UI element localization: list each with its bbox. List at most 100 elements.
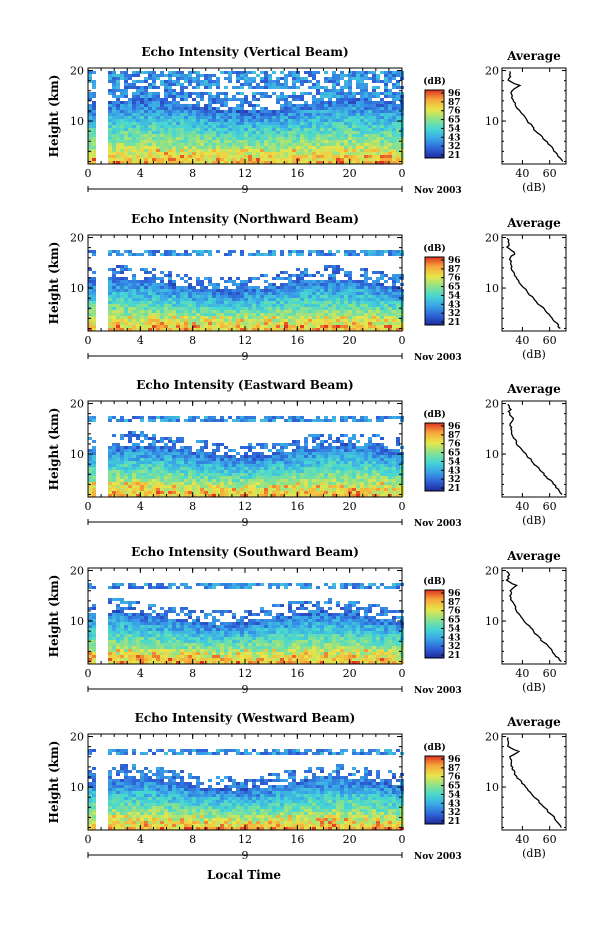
colorbar-tick-label: 43 (448, 799, 461, 809)
x-tick-label: 0 (85, 334, 92, 347)
colorbar-tick-label: 32 (448, 808, 461, 818)
avg-profile-line (505, 570, 562, 662)
avg-profile-line (505, 237, 561, 330)
x-axis-label: Local Time (207, 868, 281, 882)
avg-x-tick-label: 40 (515, 334, 529, 347)
avg-title: Average (506, 549, 561, 563)
colorbar (424, 256, 445, 326)
avg-y-tick-label: 10 (485, 615, 499, 628)
x-tick-label: 8 (189, 334, 196, 347)
colorbar-tick-label: 87 (448, 598, 461, 608)
day-label: 9 (242, 183, 249, 196)
avg-y-tick-label: 10 (485, 282, 499, 295)
avg-y-tick-label: 10 (485, 448, 499, 461)
avg-x-tick-label: 60 (543, 667, 557, 680)
x-tick-label: 8 (189, 167, 196, 180)
avg-profile-line (506, 737, 562, 828)
x-tick-label: 8 (189, 500, 196, 513)
x-tick-label: 16 (290, 833, 304, 846)
x-tick-label: 0 (399, 500, 406, 513)
colorbar-tick-label: 87 (448, 431, 461, 441)
avg-frame (501, 400, 567, 498)
y-tick-label: 10 (70, 781, 84, 794)
x-tick-label: 20 (343, 334, 357, 347)
heatmap-cells (88, 250, 404, 331)
avg-title: Average (506, 715, 561, 729)
colorbar-tick-label: 54 (448, 624, 461, 634)
avg-y-tick-label: 10 (485, 781, 499, 794)
x-tick-label: 8 (189, 667, 196, 680)
avg-x-tick-label: 40 (515, 500, 529, 513)
colorbar-tick-label: 21 (448, 318, 461, 328)
avg-y-tick-label: 20 (485, 565, 499, 578)
x-tick-label: 0 (85, 833, 92, 846)
y-tick-label: 20 (70, 398, 84, 411)
colorbar-tick-label: 76 (448, 773, 461, 783)
x-tick-label: 0 (399, 833, 406, 846)
colorbar-tick-label: 87 (448, 265, 461, 275)
colorbar (424, 89, 445, 159)
colorbar (424, 422, 445, 492)
colorbar-tick-label: 54 (448, 457, 461, 467)
colorbar-tick-label: 43 (448, 466, 461, 476)
y-axis-label: Height (km) (47, 575, 61, 658)
colorbar-tick-label: 96 (448, 422, 461, 432)
y-tick-label: 10 (70, 115, 84, 128)
x-tick-label: 4 (137, 833, 144, 846)
colorbar-tick-label: 21 (448, 484, 461, 494)
y-tick-label: 10 (70, 448, 84, 461)
day-label: 9 (242, 683, 249, 696)
panel-title: Echo Intensity (Eastward Beam) (136, 378, 353, 392)
avg-y-tick-label: 20 (485, 232, 499, 245)
avg-x-tick-label: 40 (515, 667, 529, 680)
avg-y-tick-label: 20 (485, 398, 499, 411)
x-tick-label: 0 (85, 667, 92, 680)
avg-title: Average (506, 382, 561, 396)
colorbar-unit: (dB) (423, 243, 445, 254)
colorbar-tick-label: 65 (448, 449, 461, 459)
x-tick-label: 12 (238, 833, 252, 846)
y-tick-label: 10 (70, 615, 84, 628)
x-tick-label: 20 (343, 167, 357, 180)
avg-x-label: (dB) (522, 847, 546, 860)
colorbar-unit: (dB) (423, 409, 445, 420)
day-label: 9 (242, 849, 249, 862)
colorbar-tick-label: 76 (448, 107, 461, 117)
colorbar-tick-label: 76 (448, 274, 461, 284)
avg-title: Average (506, 49, 561, 63)
colorbar-tick-label: 87 (448, 764, 461, 774)
date-label: Nov 2003 (414, 186, 462, 196)
colorbar-tick-label: 21 (448, 151, 461, 161)
avg-y-tick-label: 10 (485, 115, 499, 128)
colorbar-tick-label: 87 (448, 98, 461, 108)
colorbar-tick-label: 54 (448, 124, 461, 134)
colorbar-unit: (dB) (423, 576, 445, 587)
day-label: 9 (242, 350, 249, 363)
y-axis-label: Height (km) (47, 75, 61, 158)
x-tick-label: 12 (238, 667, 252, 680)
panel-title: Echo Intensity (Westward Beam) (135, 711, 356, 725)
avg-x-tick-label: 40 (515, 833, 529, 846)
colorbar-unit: (dB) (423, 742, 445, 753)
panel-title: Echo Intensity (Vertical Beam) (141, 45, 348, 59)
colorbar-tick-label: 32 (448, 642, 461, 652)
avg-title: Average (506, 216, 561, 230)
x-tick-label: 12 (238, 167, 252, 180)
y-tick-label: 20 (70, 232, 84, 245)
x-tick-label: 0 (399, 167, 406, 180)
panel-title: Echo Intensity (Northward Beam) (131, 212, 359, 226)
colorbar-tick-label: 65 (448, 782, 461, 792)
beam-panel-0: Echo Intensity (Vertical Beam) 20 10 Height… (47, 45, 567, 196)
colorbar-tick-label: 65 (448, 616, 461, 626)
x-tick-label: 16 (290, 167, 304, 180)
day-label: 9 (242, 516, 249, 529)
avg-x-label: (dB) (522, 348, 546, 361)
colorbar-tick-label: 96 (448, 256, 461, 266)
y-axis-label: Height (km) (47, 741, 61, 824)
heatmap-cells (88, 416, 404, 497)
colorbar-tick-label: 32 (448, 475, 461, 485)
colorbar-tick-label: 43 (448, 300, 461, 310)
avg-x-label: (dB) (522, 514, 546, 527)
x-tick-label: 16 (290, 667, 304, 680)
